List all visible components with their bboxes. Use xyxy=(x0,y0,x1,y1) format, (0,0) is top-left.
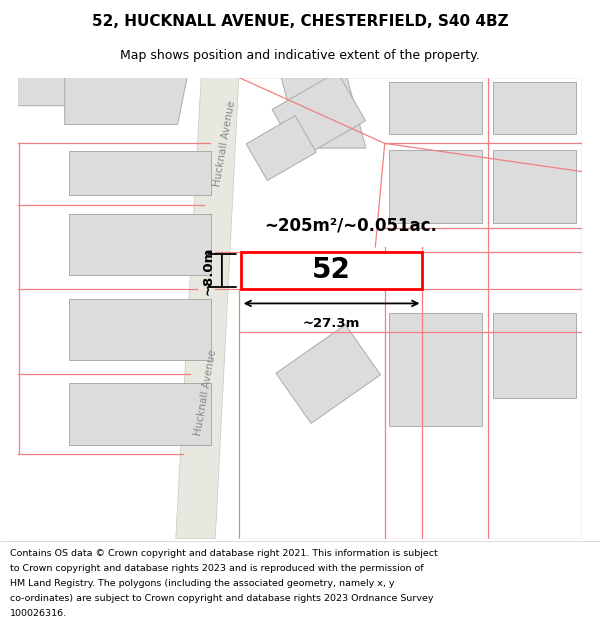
Bar xyxy=(389,313,482,426)
Bar xyxy=(70,299,211,360)
Polygon shape xyxy=(176,78,239,539)
Polygon shape xyxy=(65,78,187,124)
Polygon shape xyxy=(272,72,365,158)
Text: ~8.0m: ~8.0m xyxy=(202,246,214,294)
Text: 100026316.: 100026316. xyxy=(10,609,67,619)
Text: 52: 52 xyxy=(312,256,351,284)
Text: 52, HUCKNALL AVENUE, CHESTERFIELD, S40 4BZ: 52, HUCKNALL AVENUE, CHESTERFIELD, S40 4… xyxy=(92,14,508,29)
Bar xyxy=(493,150,576,223)
Bar xyxy=(493,313,576,398)
Polygon shape xyxy=(246,116,316,181)
Text: to Crown copyright and database rights 2023 and is reproduced with the permissio: to Crown copyright and database rights 2… xyxy=(10,564,424,573)
Polygon shape xyxy=(281,78,366,148)
Bar xyxy=(70,214,211,275)
Text: Hucknall Avenue: Hucknall Avenue xyxy=(193,349,218,437)
Bar xyxy=(241,252,422,289)
Text: ~205m²/~0.051ac.: ~205m²/~0.051ac. xyxy=(264,217,437,235)
Polygon shape xyxy=(276,324,380,423)
Bar xyxy=(493,82,576,134)
Text: ~27.3m: ~27.3m xyxy=(303,317,360,329)
Text: HM Land Registry. The polygons (including the associated geometry, namely x, y: HM Land Registry. The polygons (includin… xyxy=(10,579,395,588)
Bar xyxy=(70,151,211,195)
Bar xyxy=(70,383,211,444)
Text: Hucknall Avenue: Hucknall Avenue xyxy=(212,99,237,187)
Text: co-ordinates) are subject to Crown copyright and database rights 2023 Ordnance S: co-ordinates) are subject to Crown copyr… xyxy=(10,594,434,603)
Text: Contains OS data © Crown copyright and database right 2021. This information is : Contains OS data © Crown copyright and d… xyxy=(10,549,438,558)
Text: Map shows position and indicative extent of the property.: Map shows position and indicative extent… xyxy=(120,49,480,62)
Polygon shape xyxy=(17,78,74,106)
Bar xyxy=(389,150,482,223)
Bar xyxy=(389,82,482,134)
